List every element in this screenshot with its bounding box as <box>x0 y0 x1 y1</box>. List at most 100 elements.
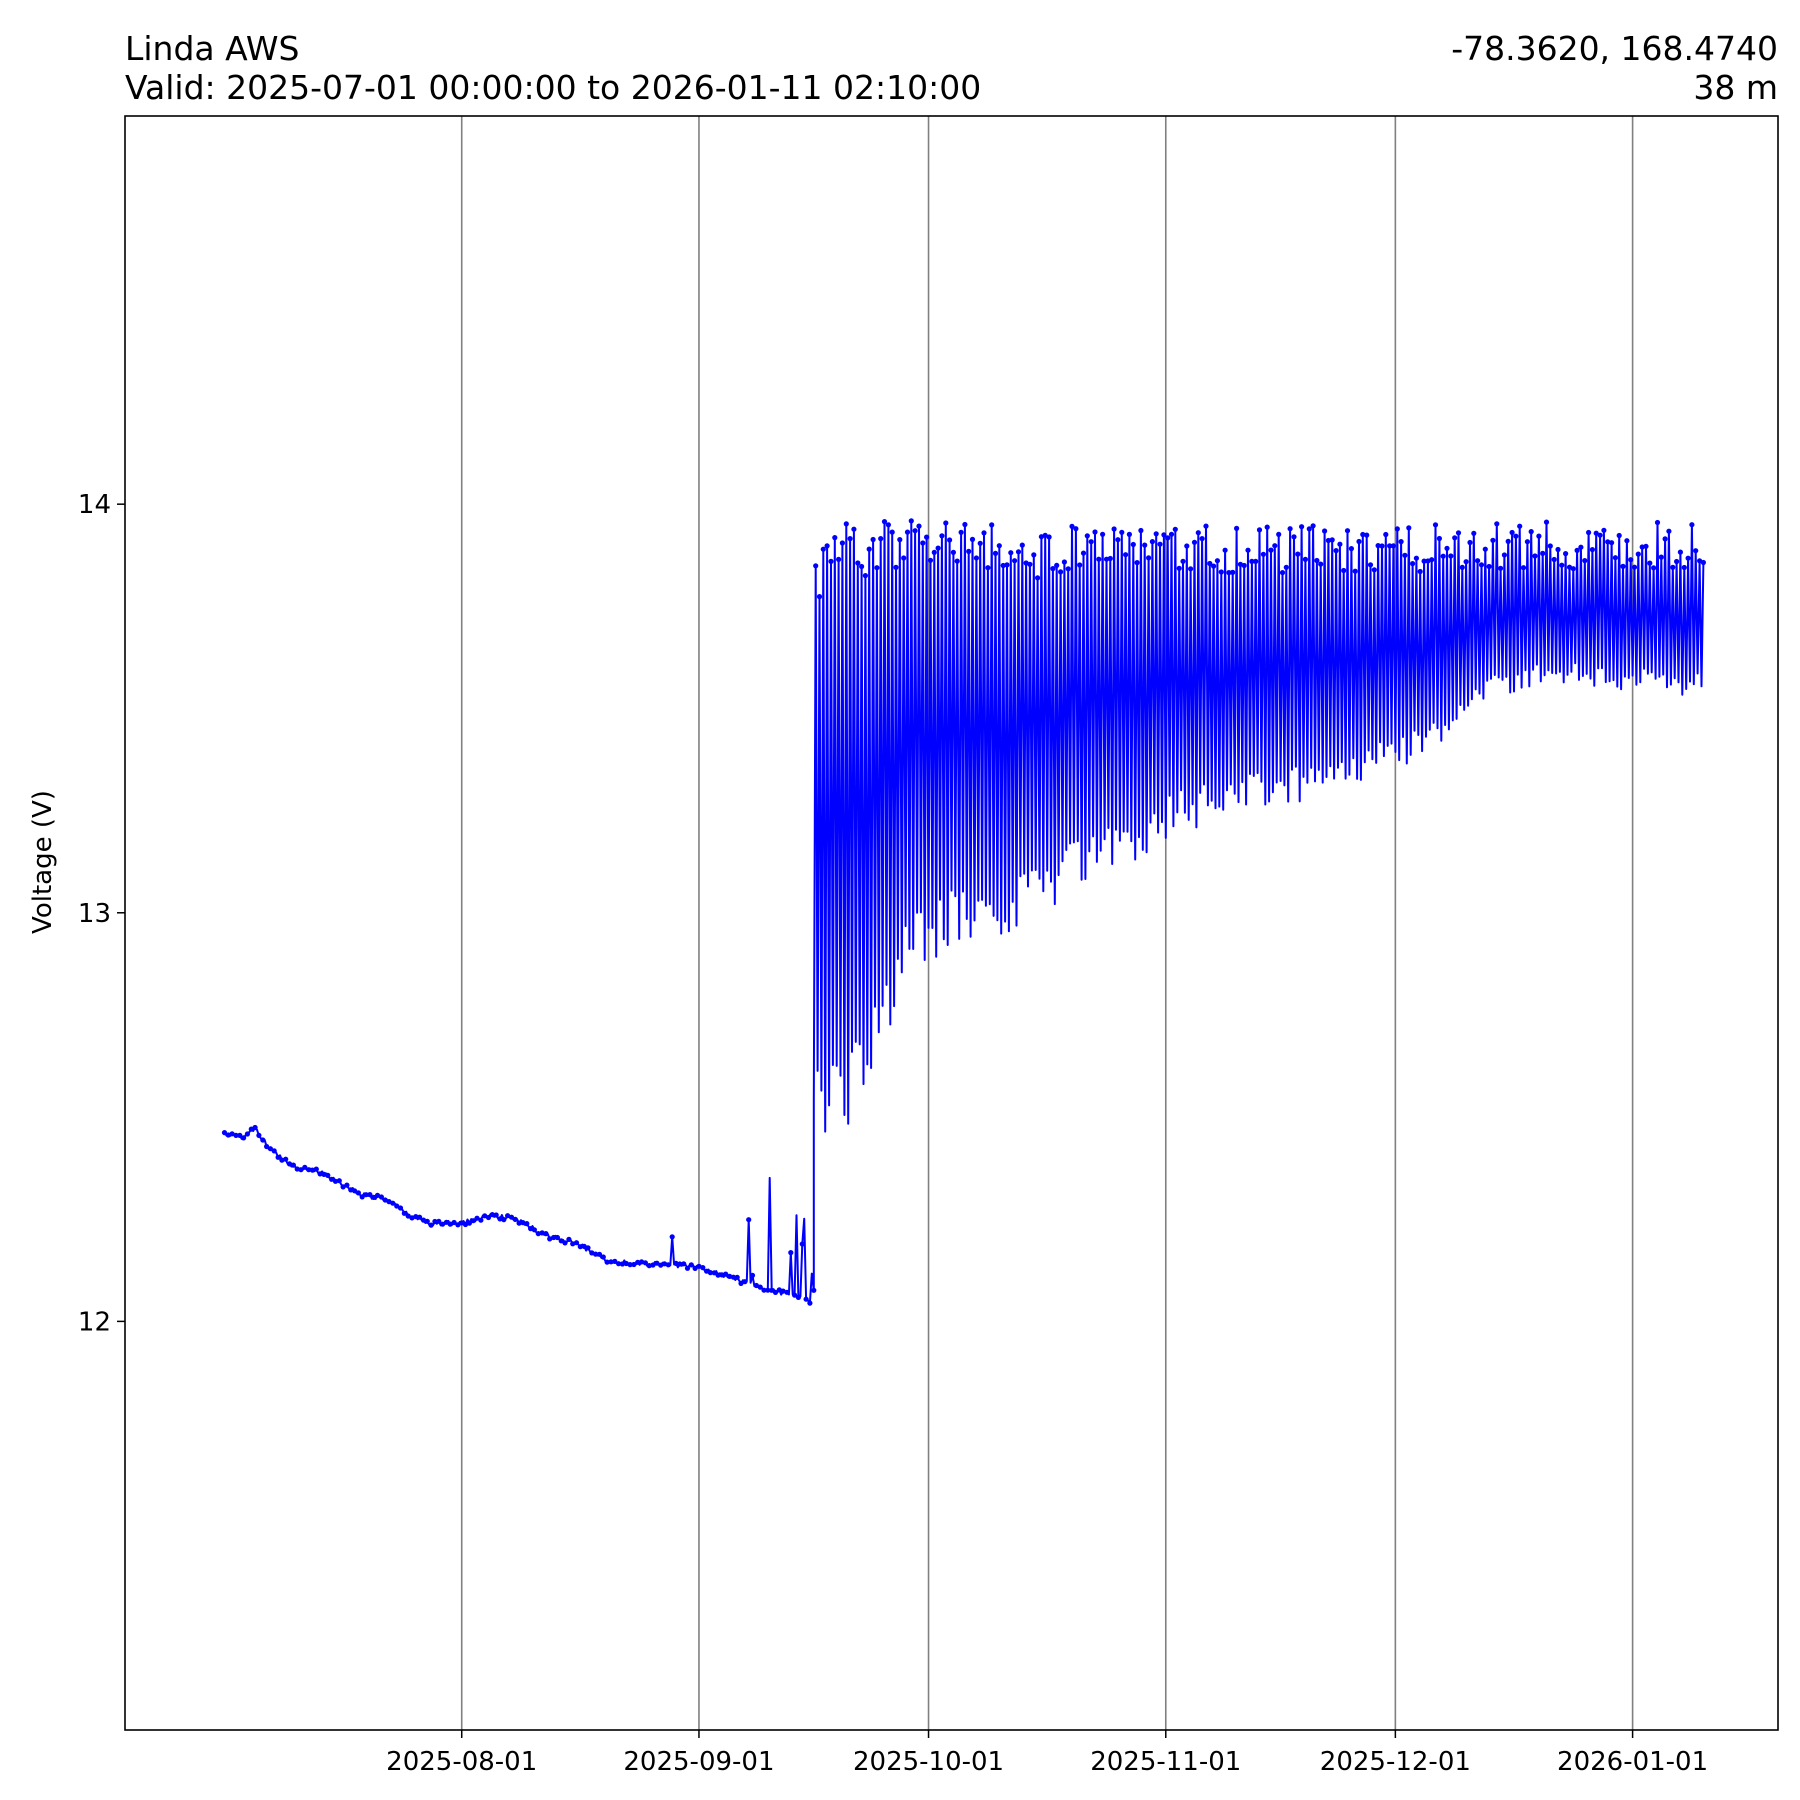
data-point <box>1624 538 1630 544</box>
chart-title: Linda AWS <box>125 29 299 68</box>
data-point <box>573 1240 580 1246</box>
data-point <box>627 1262 633 1268</box>
data-point <box>711 1270 717 1276</box>
data-point <box>981 530 987 536</box>
data-point <box>1589 547 1595 553</box>
data-point <box>252 1124 258 1131</box>
data-point <box>1276 531 1282 538</box>
data-point <box>474 1215 480 1221</box>
data-point <box>996 543 1002 549</box>
data-point <box>824 543 830 549</box>
data-point <box>436 1218 442 1224</box>
data-point <box>788 1250 794 1256</box>
data-point <box>1402 552 1408 558</box>
data-point <box>1394 526 1400 532</box>
data-point <box>1547 543 1553 549</box>
data-point <box>784 1289 790 1295</box>
data-point <box>1207 560 1213 567</box>
data-point <box>1628 557 1634 563</box>
data-point <box>1226 570 1232 576</box>
data-point <box>692 1265 698 1271</box>
data-point <box>1142 542 1148 548</box>
data-point <box>1069 523 1075 530</box>
data-point <box>355 1190 361 1196</box>
data-point <box>920 540 926 546</box>
data-point <box>1459 564 1465 571</box>
data-point <box>221 1130 228 1136</box>
x-tick-label: 2025-09-01 <box>623 1747 774 1777</box>
data-point <box>1310 523 1316 529</box>
data-point <box>317 1171 323 1177</box>
data-point <box>669 1234 675 1240</box>
data-point <box>904 529 911 535</box>
data-point <box>1651 565 1657 571</box>
data-point <box>520 1220 526 1226</box>
data-point <box>1027 561 1033 567</box>
data-point <box>1559 562 1565 568</box>
data-point <box>286 1161 293 1167</box>
data-point <box>1230 569 1236 576</box>
data-point <box>1635 551 1641 557</box>
data-point <box>866 546 872 552</box>
data-point <box>1260 551 1266 557</box>
data-point <box>367 1192 373 1198</box>
data-point <box>843 521 849 527</box>
data-point <box>1662 536 1668 542</box>
data-point <box>813 563 819 569</box>
data-point <box>1283 564 1289 570</box>
data-point <box>1570 566 1576 572</box>
data-point <box>1088 539 1094 545</box>
data-point <box>1329 537 1335 543</box>
data-point <box>401 1210 407 1216</box>
data-point <box>816 594 823 600</box>
data-point <box>378 1194 384 1200</box>
data-point <box>1191 539 1198 545</box>
data-point <box>478 1217 484 1223</box>
data-point <box>619 1261 626 1267</box>
data-point <box>1597 532 1603 538</box>
data-point <box>1429 557 1435 563</box>
data-point <box>1643 543 1649 549</box>
data-point <box>1455 530 1462 536</box>
data-point <box>1612 555 1618 561</box>
data-point <box>363 1192 369 1198</box>
data-point <box>1092 529 1098 535</box>
data-point <box>1555 546 1561 553</box>
data-point <box>359 1194 365 1200</box>
data-point <box>612 1258 618 1264</box>
data-point <box>730 1274 737 1280</box>
data-point <box>943 520 949 526</box>
data-point <box>1211 563 1217 569</box>
x-tick-label: 2025-12-01 <box>1320 1747 1471 1777</box>
data-point <box>1214 558 1220 564</box>
x-tick-label: 2025-11-01 <box>1090 1747 1241 1777</box>
voltage-series-line <box>223 519 1705 1305</box>
data-point <box>795 1294 802 1300</box>
data-point <box>608 1259 614 1265</box>
data-point <box>635 1259 641 1265</box>
data-point <box>417 1214 423 1220</box>
data-point <box>954 558 960 564</box>
data-point <box>596 1251 603 1257</box>
grid-lines <box>460 116 1634 1730</box>
data-point <box>792 1292 798 1298</box>
chart-subtitle-valid-range: Valid: 2025-07-01 00:00:00 to 2026-01-11… <box>125 68 981 107</box>
data-point <box>585 1245 591 1251</box>
data-point <box>820 546 826 552</box>
data-point <box>1042 532 1048 538</box>
data-point <box>1253 558 1259 565</box>
data-point <box>681 1261 687 1267</box>
data-point <box>1421 558 1427 564</box>
data-point <box>352 1188 358 1194</box>
data-point <box>1390 543 1396 549</box>
data-point <box>1432 522 1439 528</box>
data-point <box>432 1218 438 1225</box>
data-point <box>1582 558 1588 564</box>
data-point <box>470 1218 476 1224</box>
data-point <box>1241 562 1247 569</box>
data-point <box>462 1221 469 1228</box>
data-point <box>1184 543 1190 549</box>
data-point <box>1398 539 1404 545</box>
data-point <box>1509 529 1515 536</box>
data-point <box>1383 531 1389 538</box>
